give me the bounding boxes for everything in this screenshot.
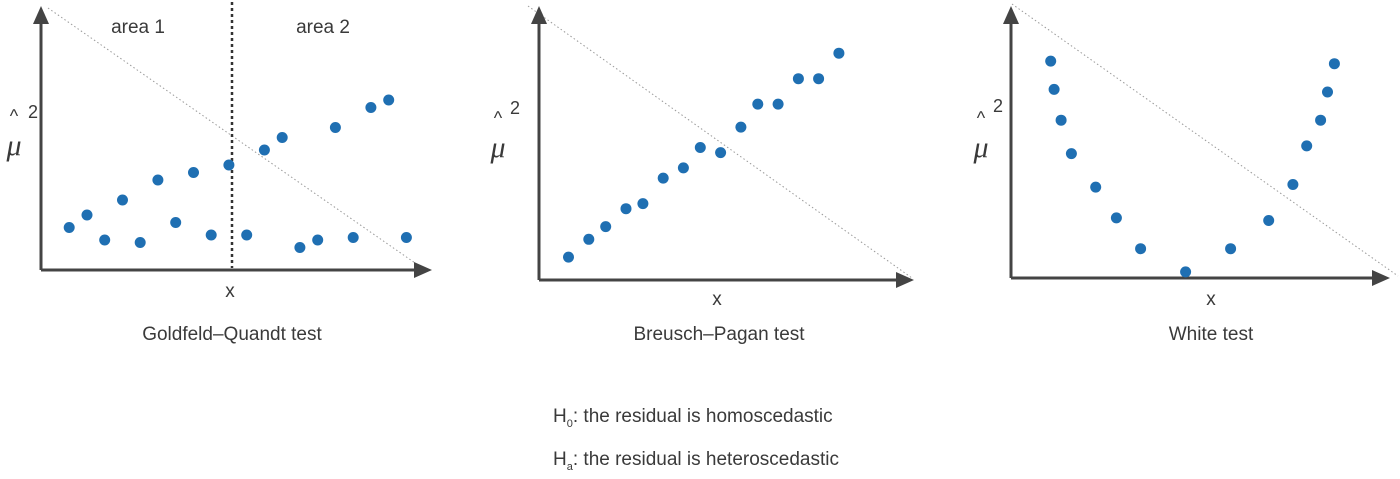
hypothesis-text: : the residual is homoscedastic: [573, 406, 833, 427]
y-axis-arrow-icon: [33, 6, 49, 24]
scatter-points: [1045, 55, 1340, 278]
y-label-superscript: 2: [28, 102, 38, 122]
scatter-point: [99, 234, 111, 246]
panel-white: ^ μ 2 x White test: [972, 3, 1399, 345]
scatter-point: [735, 121, 747, 133]
scatter-points: [63, 94, 412, 253]
scatter-point: [1263, 215, 1275, 226]
x-axis-arrow-icon: [1372, 270, 1390, 286]
scatter-point: [365, 102, 377, 113]
scatter-point: [813, 73, 825, 85]
scatter-point: [620, 203, 632, 215]
scatter-point: [276, 132, 288, 143]
scatter-point: [657, 172, 669, 184]
scatter-point: [258, 144, 270, 156]
scatter-point: [792, 73, 804, 85]
hypothesis-subscript: 0: [567, 418, 573, 430]
y-label-symbol: μ: [5, 129, 21, 162]
scatter-point: [1180, 266, 1192, 278]
scatter-point: [1090, 181, 1102, 193]
scatter-points: [563, 47, 845, 263]
region-label-area-1: area 1: [111, 17, 165, 38]
scatter-point: [383, 94, 395, 106]
scatter-point: [400, 232, 412, 243]
x-axis-label: x: [712, 289, 722, 310]
x-axis-arrow-icon: [896, 272, 914, 288]
scatter-point: [188, 167, 199, 178]
y-label-symbol: μ: [489, 131, 505, 164]
y-label-hat: ^: [494, 108, 503, 128]
scatter-point: [677, 162, 689, 174]
alternative-hypothesis: Ha: the residual is heteroscedastic: [553, 449, 839, 473]
panel-caption: Breusch–Pagan test: [633, 324, 805, 345]
y-axis-label: ^ μ 2: [972, 96, 1003, 164]
scatter-point: [294, 242, 306, 253]
hypothesis-symbol: H: [553, 406, 567, 427]
panel-goldfeld-quandt: area 1 area 2 ^ μ 2 x Goldfeld–Quandt te…: [5, 2, 432, 345]
null-hypothesis: H0: the residual is homoscedastic: [553, 406, 833, 430]
y-label-symbol: μ: [972, 131, 988, 164]
scatter-point: [752, 98, 764, 110]
scatter-point: [134, 237, 146, 248]
scatter-point: [583, 233, 595, 245]
scatter-point: [1045, 55, 1057, 67]
scatter-point: [1315, 114, 1327, 126]
scatter-point: [347, 232, 359, 243]
scatter-point: [81, 209, 93, 221]
scatter-point: [1048, 83, 1060, 95]
y-label-superscript: 2: [993, 96, 1003, 116]
y-label-hat: ^: [977, 108, 986, 128]
scatter-point: [205, 229, 217, 241]
scatter-point: [1110, 212, 1122, 224]
scatter-point: [694, 142, 706, 153]
panel-caption: Goldfeld–Quandt test: [142, 324, 322, 345]
hypothesis-subscript: a: [567, 461, 574, 473]
region-label-area-2: area 2: [296, 17, 350, 38]
scatter-point: [833, 47, 845, 59]
hypothesis-symbol: H: [553, 449, 567, 470]
panel-breusch-pagan: ^ μ 2 x Breusch–Pagan test: [489, 5, 914, 345]
x-axis-label: x: [1206, 289, 1216, 310]
scatter-point: [170, 217, 182, 228]
scatter-point: [600, 221, 612, 233]
scatter-point: [152, 174, 164, 186]
scatter-point: [1135, 243, 1147, 255]
y-axis-arrow-icon: [531, 6, 547, 24]
scatter-point: [563, 251, 574, 263]
scatter-point: [1301, 140, 1313, 152]
scatter-point: [637, 198, 649, 210]
y-label-hat: ^: [10, 106, 19, 126]
diagonal-guide-line: [47, 7, 429, 273]
scatter-point: [117, 194, 128, 206]
scatter-point: [1065, 148, 1077, 160]
scatter-point: [329, 122, 341, 133]
scatter-point: [1225, 243, 1237, 255]
scatter-point: [1328, 58, 1340, 70]
scatter-point: [223, 159, 235, 171]
y-axis-label: ^ μ 2: [489, 98, 520, 164]
scatter-point: [772, 98, 784, 110]
y-axis-arrow-icon: [1003, 6, 1019, 24]
x-axis-label: x: [225, 281, 235, 302]
panel-caption: White test: [1169, 324, 1254, 345]
y-label-superscript: 2: [510, 98, 520, 118]
hypotheses: H0: the residual is homoscedastic Ha: th…: [553, 406, 839, 473]
scatter-point: [312, 234, 324, 246]
scatter-point: [241, 229, 253, 241]
scatter-point: [1055, 114, 1067, 126]
y-axis-label: ^ μ 2: [5, 102, 38, 162]
scatter-point: [1322, 86, 1333, 98]
scatter-point: [1287, 179, 1299, 190]
scatter-point: [715, 147, 727, 159]
diagonal-guide-line: [527, 5, 913, 279]
x-axis-arrow-icon: [414, 262, 432, 278]
hypothesis-text: : the residual is heteroscedastic: [573, 449, 839, 470]
scatter-point: [63, 222, 75, 233]
diagonal-guide-line: [1011, 3, 1399, 277]
